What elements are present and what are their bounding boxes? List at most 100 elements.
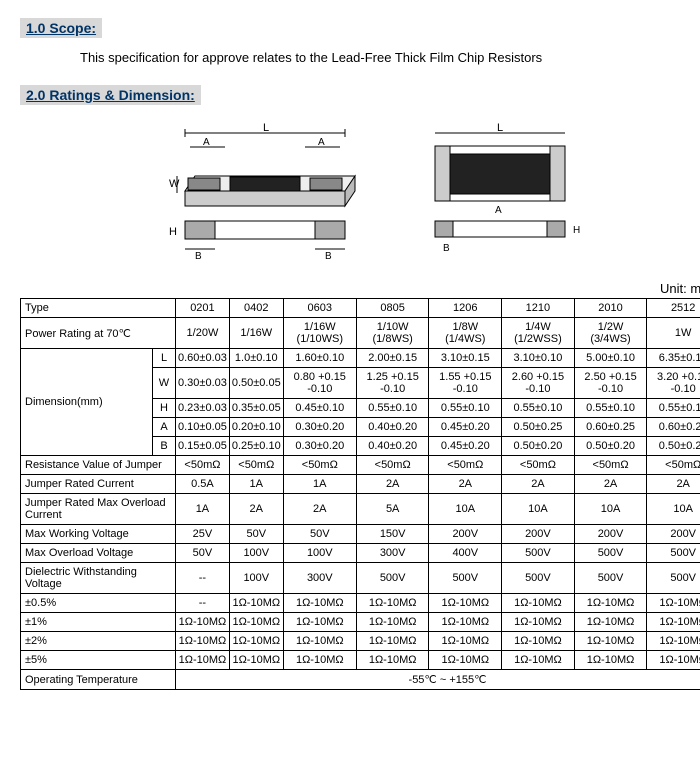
cell: 500V [647,563,700,594]
cell: 50V [229,525,283,544]
cell: 1Ω-10MΩ [283,632,356,651]
cell: 1Ω-10MΩ [283,594,356,613]
cell: 1Ω-10MΩ [502,594,575,613]
table-row: ±0.5%--1Ω-10MΩ1Ω-10MΩ1Ω-10MΩ1Ω-10MΩ1Ω-10… [21,594,700,613]
cell: 1A [229,475,283,494]
cell: 50V [176,544,230,563]
diagram-top: L A H B [415,121,585,261]
row-label: ±0.5% [21,594,176,613]
cell: -- [176,563,230,594]
type-4: 1206 [429,299,502,318]
table-row: Dielectric Withstanding Voltage--100V300… [21,563,700,594]
row-optemp: Operating Temperature -55℃ ~ +155℃ [21,670,700,690]
cell: 1Ω-10MΩ [502,651,575,670]
table-row: Jumper Rated Current0.5A1A1A2A2A2A2A2A [21,475,700,494]
type-label: Type [21,299,176,318]
cell: 100V [229,563,283,594]
unit-label: Unit: mm [20,281,700,296]
cell: 1Ω-10MΩ [229,632,283,651]
cell: 1Ω-10MΩ [574,594,647,613]
cell: 1Ω-10MΩ [176,651,230,670]
row-label: Dielectric Withstanding Voltage [21,563,176,594]
cell: 1Ω-10MΩ [356,594,429,613]
cell: 500V [502,544,575,563]
diagram-iso: L A A W H B B [155,121,375,261]
cell: 1A [283,475,356,494]
cell: 1Ω-10MΩ [283,651,356,670]
cell: 300V [356,544,429,563]
row-type: Type 0201 0402 0603 0805 1206 1210 2010 … [21,299,700,318]
cell: 10A [647,494,700,525]
cell: 200V [502,525,575,544]
type-2: 0603 [283,299,356,318]
table-row: ±5%1Ω-10MΩ1Ω-10MΩ1Ω-10MΩ1Ω-10MΩ1Ω-10MΩ1Ω… [21,651,700,670]
svg-text:W: W [169,178,180,190]
cell: 1Ω-10MΩ [356,651,429,670]
cell: 100V [283,544,356,563]
cell: 2A [229,494,283,525]
cell: <50mΩ [502,456,575,475]
cell: 1Ω-10MΩ [502,632,575,651]
table-row: Max Overload Voltage50V100V100V300V400V5… [21,544,700,563]
cell: 2A [647,475,700,494]
svg-text:A: A [203,137,210,148]
cell: 2A [574,475,647,494]
cell: 500V [429,563,502,594]
section-1-text: This specification for approve relates t… [80,50,700,65]
svg-text:H: H [169,226,177,238]
cell: 400V [429,544,502,563]
row-power: Power Rating at 70℃ 1/20W 1/16W 1/16W (1… [21,318,700,349]
table-row: Max Working Voltage25V50V50V150V200V200V… [21,525,700,544]
cell: 1Ω-10MΩ [176,613,230,632]
cell: 2A [283,494,356,525]
cell: 200V [429,525,502,544]
type-1: 0402 [229,299,283,318]
svg-text:A: A [318,137,325,148]
label-L: L [263,122,269,134]
cell: 1Ω-10MΩ [229,613,283,632]
cell: <50mΩ [429,456,502,475]
cell: 500V [574,544,647,563]
cell: 200V [574,525,647,544]
cell: 1Ω-10MΩ [356,613,429,632]
cell: 300V [283,563,356,594]
cell: 1Ω-10MΩ [574,651,647,670]
type-3: 0805 [356,299,429,318]
table-row: Jumper Rated Max Overload Current1A2A2A5… [21,494,700,525]
table-row: ±2%1Ω-10MΩ1Ω-10MΩ1Ω-10MΩ1Ω-10MΩ1Ω-10MΩ1Ω… [21,632,700,651]
cell: 2A [356,475,429,494]
row-label: ±1% [21,613,176,632]
cell: 1Ω-10MΩ [429,651,502,670]
cell: 1Ω-10MΩ [574,632,647,651]
cell: 500V [574,563,647,594]
svg-text:B: B [443,243,450,254]
row-label: Max Overload Voltage [21,544,176,563]
cell: 500V [356,563,429,594]
row-label: Max Working Voltage [21,525,176,544]
svg-text:B: B [195,251,202,261]
cell: 1Ω-10MΩ [429,594,502,613]
row-label: ±5% [21,651,176,670]
svg-text:A: A [495,205,502,216]
cell: 1Ω-10MΩ [429,632,502,651]
cell: <50mΩ [356,456,429,475]
cell: 1Ω-10MΩ [229,651,283,670]
cell: 10A [502,494,575,525]
cell: 1Ω-10MΩ [574,613,647,632]
cell: 1Ω-10MΩ [647,632,700,651]
cell: 50V [283,525,356,544]
cell: 200V [647,525,700,544]
cell: 500V [647,544,700,563]
cell: 0.5A [176,475,230,494]
cell: 1Ω-10MΩ [647,651,700,670]
cell: <50mΩ [176,456,230,475]
cell: 1Ω-10MΩ [429,613,502,632]
svg-text:B: B [325,251,332,261]
cell: 10A [429,494,502,525]
cell: 1A [176,494,230,525]
table-row: Resistance Value of Jumper<50mΩ<50mΩ<50m… [21,456,700,475]
cell: 1Ω-10MΩ [502,613,575,632]
cell: 1Ω-10MΩ [229,594,283,613]
cell: 1Ω-10MΩ [283,613,356,632]
row-label: Jumper Rated Max Overload Current [21,494,176,525]
